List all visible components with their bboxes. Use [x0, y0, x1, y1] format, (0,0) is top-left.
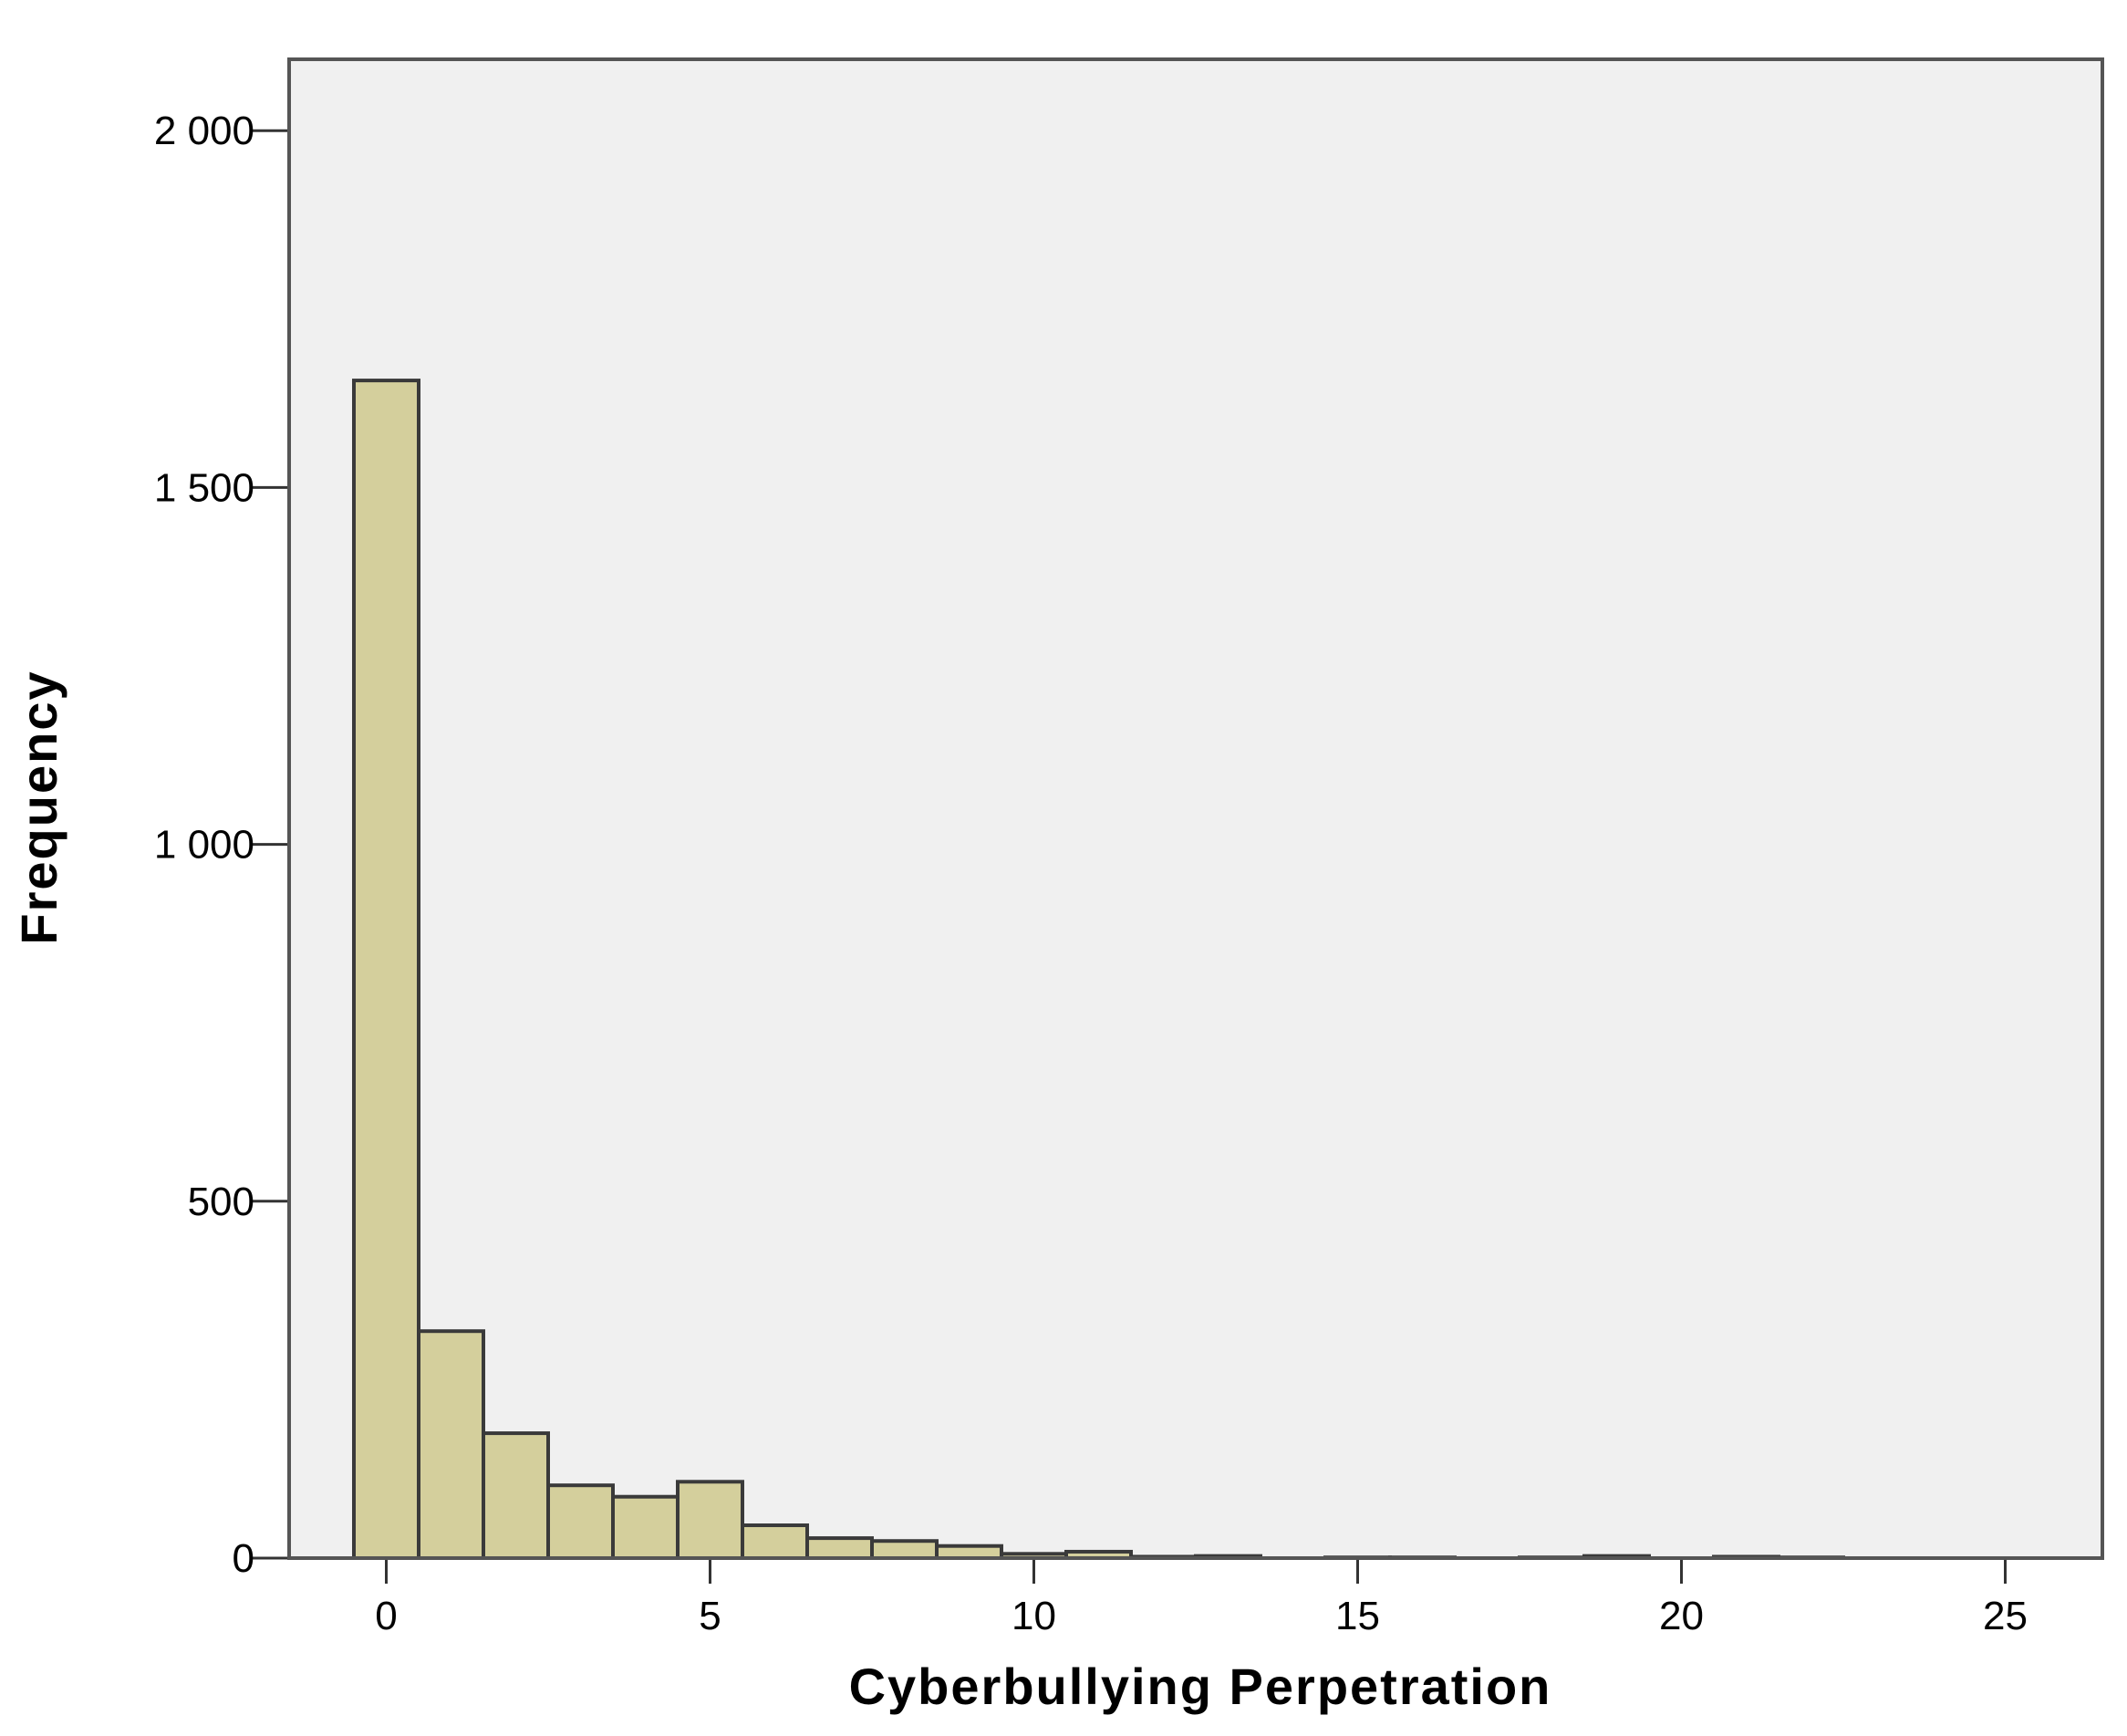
plot-frame [287, 57, 2104, 1560]
histogram-bar-5 [676, 1480, 744, 1561]
histogram-bar-4 [611, 1494, 680, 1560]
histogram-bar-2 [482, 1431, 550, 1561]
x-tick-label-3: 15 [1335, 1594, 1380, 1638]
y-axis: 0 500 1 000 1 500 2 000 [154, 109, 289, 1581]
plot-area [289, 59, 2102, 1558]
bars-group [352, 379, 1845, 1561]
x-tick-label-4: 20 [1659, 1594, 1704, 1638]
y-axis-title: Frequency [10, 670, 67, 944]
y-tick-label-3: 1 500 [154, 465, 254, 510]
x-tick-label-0: 0 [375, 1594, 397, 1638]
x-tick-label-5: 25 [1983, 1594, 2028, 1638]
x-tick-label-1: 5 [699, 1594, 721, 1638]
histogram-bar-3 [546, 1483, 615, 1560]
histogram-bar-1 [417, 1329, 485, 1561]
y-tick-label-2: 1 000 [154, 823, 254, 868]
histogram-bar-0 [352, 379, 420, 1561]
x-axis-title: Cyberbullying Perpetration [849, 1658, 1552, 1715]
histogram-bar-6 [741, 1523, 809, 1561]
x-tick-label-2: 10 [1012, 1594, 1056, 1638]
histogram-bar-8 [870, 1539, 939, 1561]
histogram-bar-7 [805, 1536, 874, 1561]
y-tick-label-1: 500 [188, 1180, 254, 1224]
y-tick-label-0: 0 [233, 1536, 254, 1581]
y-tick-label-4: 2 000 [154, 109, 254, 153]
x-axis: 0 5 10 15 20 25 [375, 1558, 2028, 1638]
